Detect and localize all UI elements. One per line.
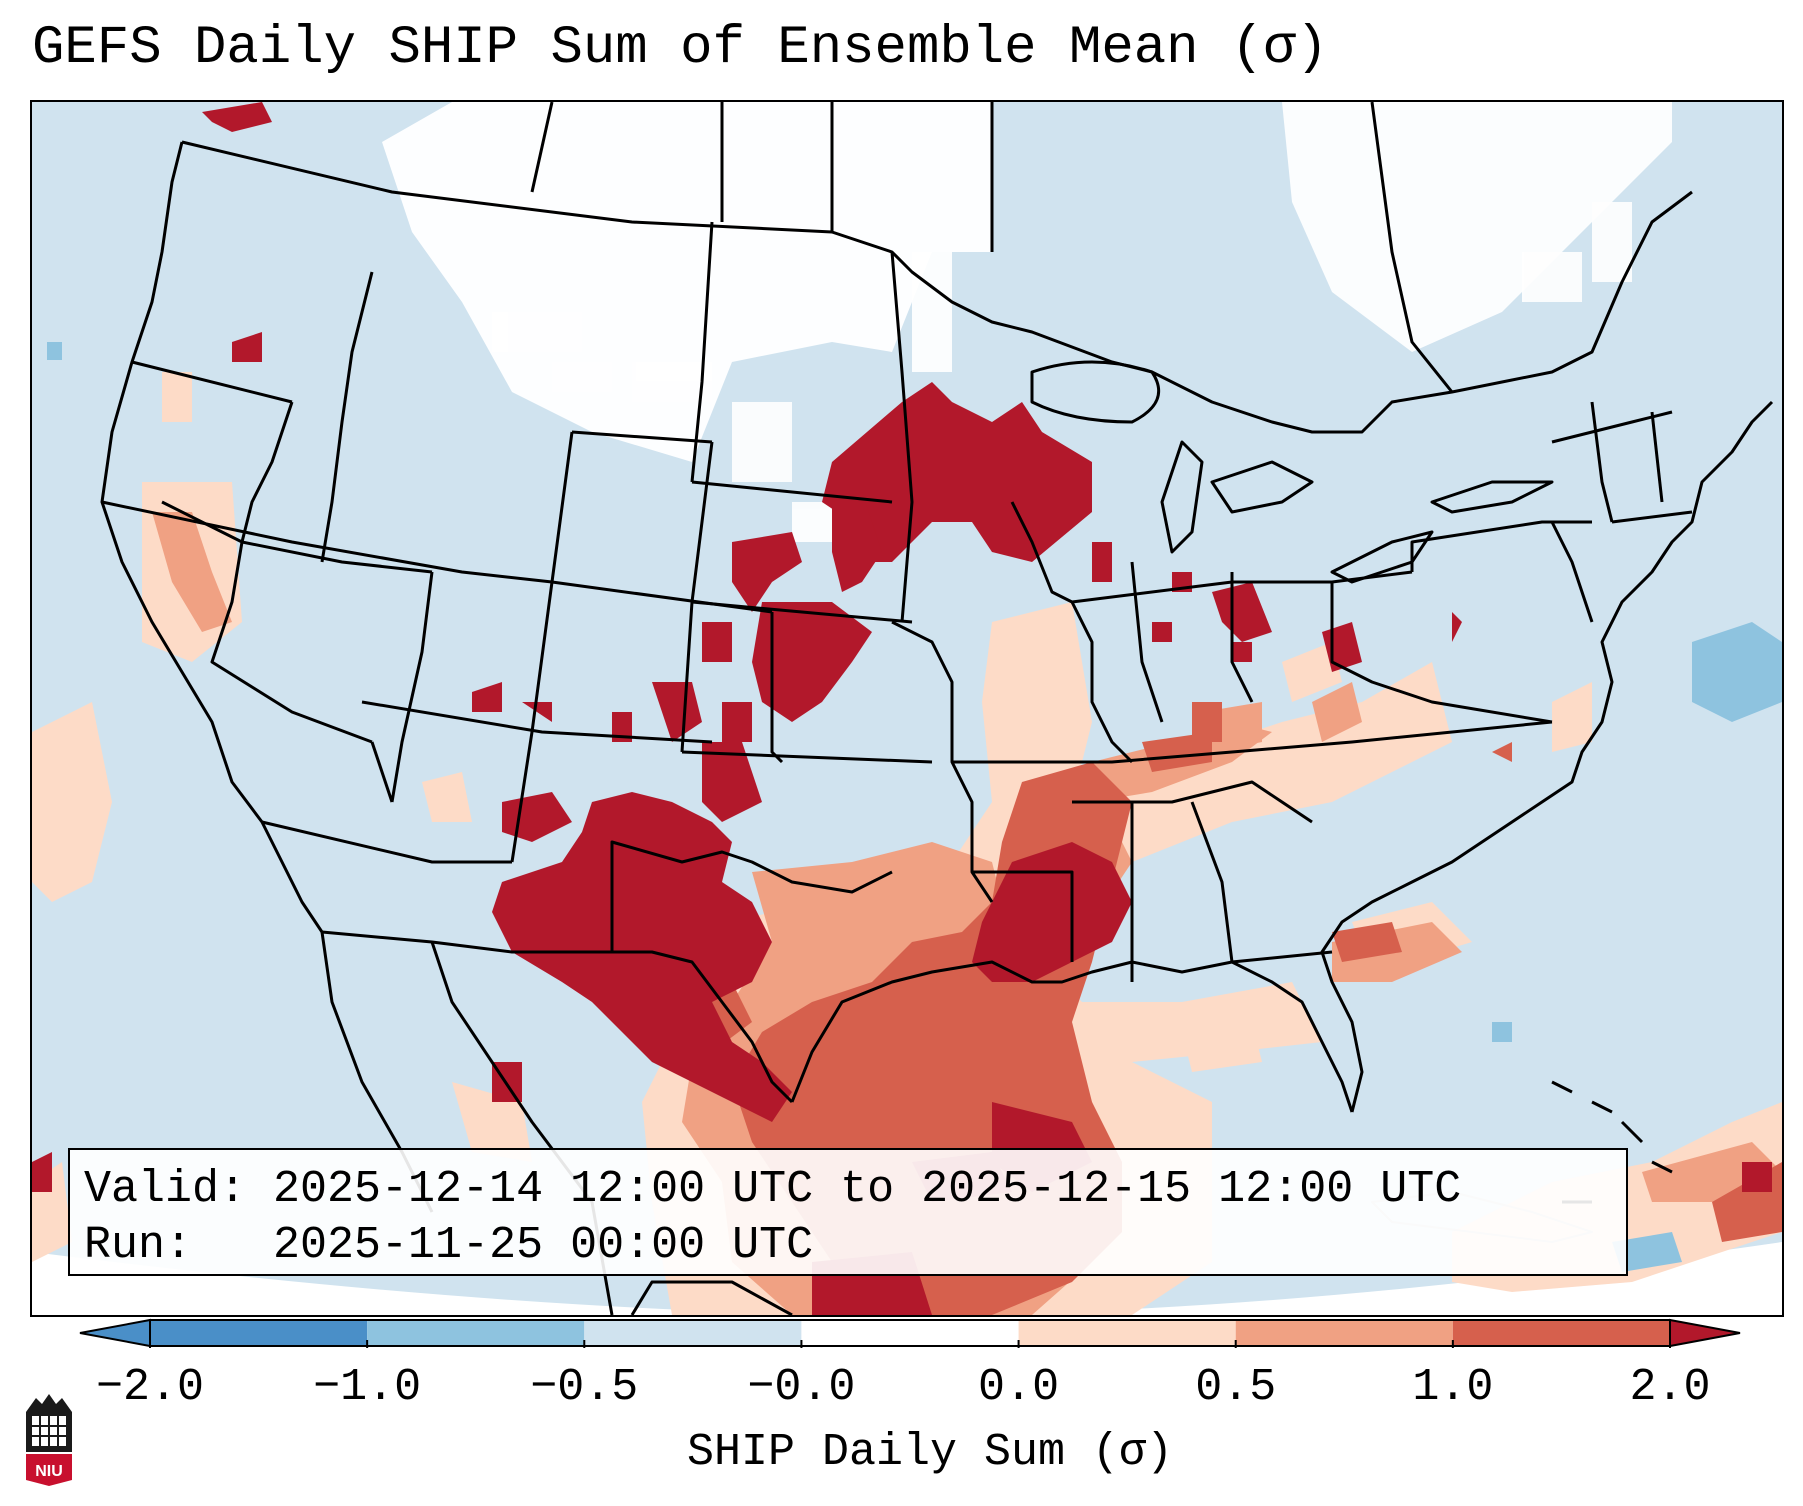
colorbar-segment [367,1320,585,1346]
colorbar-tick-label: 0.5 [1195,1362,1277,1413]
colorbar-segment [1452,1320,1670,1346]
colorbar-extend-low [79,1318,151,1348]
valid-time-text: Valid: 2025-12-14 12:00 UTC to 2025-12-1… [84,1164,1462,1215]
colorbar-tick-label: 2.0 [1629,1362,1711,1413]
colorbar-tick-label: 1.0 [1412,1362,1494,1413]
colorbar-tick-label: −2.0 [95,1362,205,1413]
colorbar [79,1318,1741,1348]
colorbar-tick-label: −1.0 [313,1362,422,1413]
run-time-text: Run: 2025-11-25 00:00 UTC [84,1220,814,1271]
map-title: GEFS Daily SHIP Sum of Ensemble Mean (σ) [32,18,1329,79]
valid-run-info-box: Valid: 2025-12-14 12:00 UTC to 2025-12-1… [68,1148,1628,1276]
colorbar-segment [1018,1320,1236,1346]
colorbar-segment [801,1320,1019,1346]
colorbar-tick-label: −0.5 [530,1362,639,1413]
svg-text:NIU: NIU [35,1463,63,1480]
niu-logo-icon: NIU [26,1394,72,1486]
ship-anomaly-map [32,102,1782,1315]
colorbar-segment [150,1320,368,1346]
colorbar-segment [584,1320,802,1346]
colorbar-extend-high [1669,1318,1741,1348]
colorbar-segment [1235,1320,1453,1346]
map-panel [30,100,1784,1317]
colorbar-tick-label: −0.0 [747,1362,856,1413]
colorbar-tick-label: 0.0 [978,1362,1060,1413]
colorbar-label: SHIP Daily Sum (σ) [686,1427,1174,1478]
